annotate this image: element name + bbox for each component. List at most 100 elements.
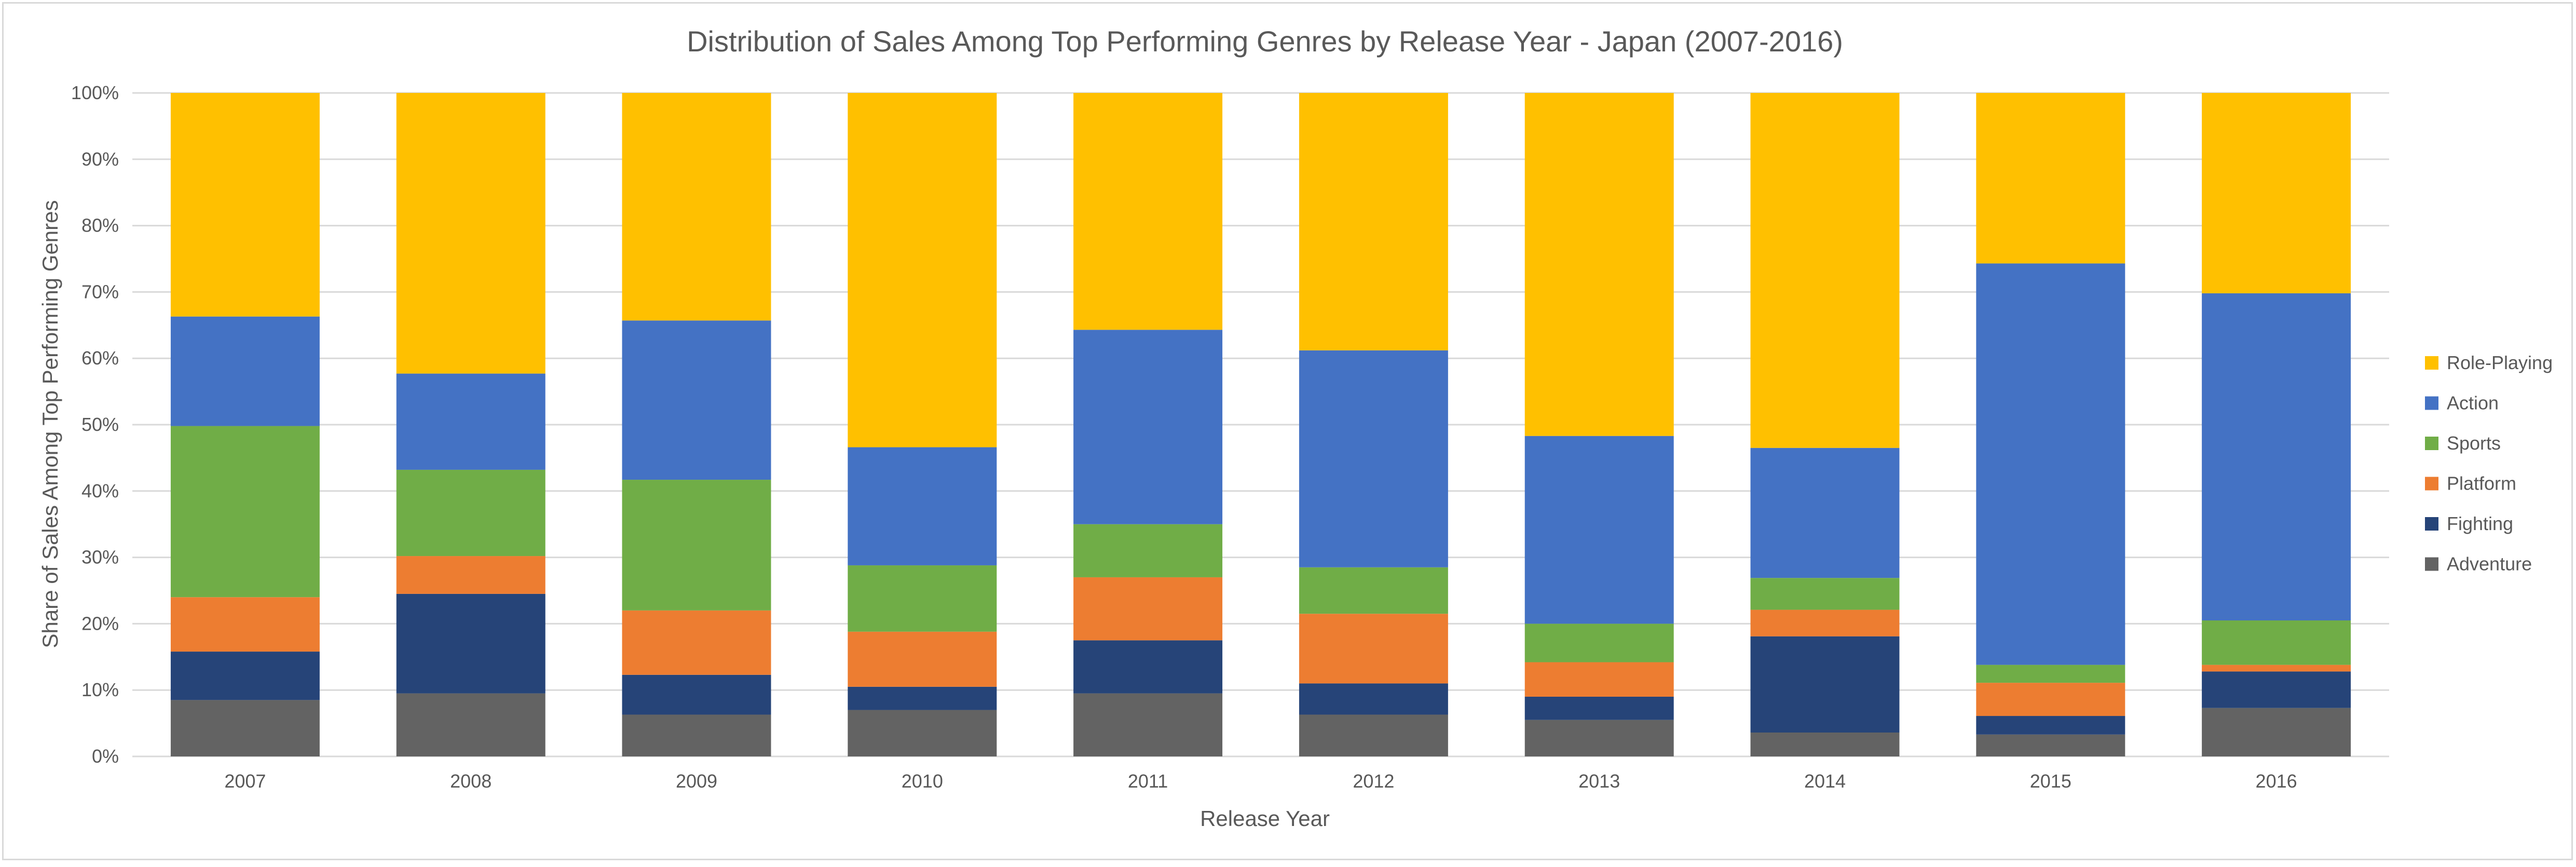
bar-segment-role-playing-2010 <box>848 93 997 448</box>
legend-label: Sports <box>2447 432 2501 454</box>
bar-segment-adventure-2008 <box>396 693 546 756</box>
bar-segment-sports-2011 <box>1073 524 1223 577</box>
y-tick-label: 70% <box>81 281 119 302</box>
y-tick-label: 40% <box>81 480 119 502</box>
bar-segment-action-2010 <box>848 447 997 565</box>
bar-segment-adventure-2011 <box>1073 693 1223 756</box>
y-tick-label: 30% <box>81 547 119 568</box>
bar-segment-sports-2012 <box>1299 567 1448 614</box>
bar-segment-action-2015 <box>1976 263 2125 665</box>
bar-segment-sports-2007 <box>170 426 320 598</box>
legend-swatch <box>2425 437 2438 450</box>
x-tick-label: 2013 <box>1578 770 1620 792</box>
x-tick-label: 2011 <box>1128 770 1168 792</box>
bar-segment-platform-2016 <box>2202 665 2351 672</box>
bar-segment-action-2012 <box>1299 350 1448 567</box>
bar-segment-adventure-2010 <box>848 710 997 756</box>
bars <box>170 93 2351 756</box>
bar-segment-role-playing-2013 <box>1524 93 1674 436</box>
bar-segment-adventure-2013 <box>1524 720 1674 756</box>
bar-segment-platform-2013 <box>1524 662 1674 697</box>
bar-segment-action-2016 <box>2202 293 2351 621</box>
x-tick-label: 2007 <box>224 770 266 792</box>
bar-segment-platform-2012 <box>1299 614 1448 684</box>
bar-segment-adventure-2009 <box>622 714 771 756</box>
legend-item-platform: Platform <box>2425 473 2516 494</box>
bar-segment-fighting-2011 <box>1073 640 1223 694</box>
legend: Role-Playing Action Sports Platform Fighting… <box>2425 352 2553 575</box>
x-tick-label: 2010 <box>902 770 943 792</box>
x-axis-ticks: 2007 2008 2009 2010 2011 2012 2013 2014 2015 2016 <box>224 770 2297 792</box>
legend-swatch <box>2425 396 2438 410</box>
bar-segment-role-playing-2014 <box>1750 93 1900 448</box>
y-axis-title: Share of Sales Among Top Performing Genr… <box>38 200 62 648</box>
legend-swatch <box>2425 517 2438 531</box>
legend-label: Role-Playing <box>2447 352 2553 373</box>
y-tick-label: 80% <box>81 215 119 236</box>
bar-segment-platform-2015 <box>1976 683 2125 716</box>
bar-segment-sports-2008 <box>396 469 546 557</box>
y-tick-label: 60% <box>81 347 119 369</box>
x-tick-label: 2008 <box>450 770 492 792</box>
bar-segment-action-2008 <box>396 373 546 470</box>
legend-label: Platform <box>2447 473 2516 494</box>
bar-segment-sports-2009 <box>622 480 771 611</box>
legend-label: Action <box>2447 392 2499 414</box>
x-tick-label: 2014 <box>1804 770 1846 792</box>
bar-segment-platform-2011 <box>1073 577 1223 641</box>
bar-segment-fighting-2012 <box>1299 683 1448 715</box>
bar-segment-action-2009 <box>622 320 771 480</box>
x-tick-label: 2009 <box>676 770 717 792</box>
bar-segment-fighting-2008 <box>396 593 546 694</box>
bar-segment-sports-2014 <box>1750 578 1900 610</box>
bar-segment-role-playing-2012 <box>1299 93 1448 350</box>
legend-item-adventure: Adventure <box>2425 553 2532 575</box>
legend-swatch <box>2425 356 2438 370</box>
bar-segment-sports-2015 <box>1976 665 2125 683</box>
bar-segment-fighting-2013 <box>1524 696 1674 720</box>
bar-segment-fighting-2010 <box>848 686 997 710</box>
bar-segment-role-playing-2007 <box>170 93 320 317</box>
legend-label: Adventure <box>2447 553 2532 575</box>
y-axis-ticks: 0% 10% 20% 30% 40% 50% 60% 70% 80% 90% 100% <box>71 82 119 767</box>
y-tick-label: 10% <box>81 679 119 700</box>
bar-segment-action-2011 <box>1073 330 1223 524</box>
bar-segment-action-2014 <box>1750 448 1900 578</box>
bar-segment-role-playing-2011 <box>1073 93 1223 330</box>
x-tick-label: 2016 <box>2256 770 2297 792</box>
bar-segment-action-2013 <box>1524 436 1674 624</box>
y-tick-label: 90% <box>81 148 119 170</box>
bar-segment-fighting-2009 <box>622 674 771 715</box>
bar-segment-fighting-2016 <box>2202 671 2351 708</box>
legend-swatch <box>2425 557 2438 571</box>
x-tick-label: 2012 <box>1353 770 1394 792</box>
bar-segment-fighting-2014 <box>1750 636 1900 733</box>
bar-segment-platform-2010 <box>848 631 997 687</box>
chart-title: Distribution of Sales Among Top Performi… <box>687 25 1843 58</box>
bar-segment-adventure-2012 <box>1299 714 1448 756</box>
legend-label: Fighting <box>2447 513 2513 534</box>
bar-segment-role-playing-2009 <box>622 93 771 321</box>
bar-segment-role-playing-2016 <box>2202 93 2351 293</box>
legend-item-action: Action <box>2425 392 2499 414</box>
bar-segment-adventure-2014 <box>1750 732 1900 756</box>
bar-segment-adventure-2015 <box>1976 734 2125 756</box>
legend-item-fighting: Fighting <box>2425 513 2513 534</box>
y-tick-label: 100% <box>71 82 119 103</box>
bar-segment-sports-2013 <box>1524 624 1674 662</box>
y-tick-label: 20% <box>81 613 119 634</box>
legend-swatch <box>2425 477 2438 491</box>
bar-segment-platform-2008 <box>396 556 546 594</box>
legend-item-role-playing: Role-Playing <box>2425 352 2553 373</box>
bar-segment-sports-2016 <box>2202 620 2351 665</box>
legend-item-sports: Sports <box>2425 432 2501 454</box>
bar-segment-platform-2007 <box>170 597 320 652</box>
bar-segment-sports-2010 <box>848 565 997 632</box>
x-tick-label: 2015 <box>2030 770 2071 792</box>
bar-segment-platform-2009 <box>622 610 771 675</box>
bar-segment-fighting-2015 <box>1976 716 2125 735</box>
bar-segment-role-playing-2008 <box>396 93 546 374</box>
bar-segment-adventure-2007 <box>170 700 320 756</box>
bar-segment-platform-2014 <box>1750 609 1900 636</box>
